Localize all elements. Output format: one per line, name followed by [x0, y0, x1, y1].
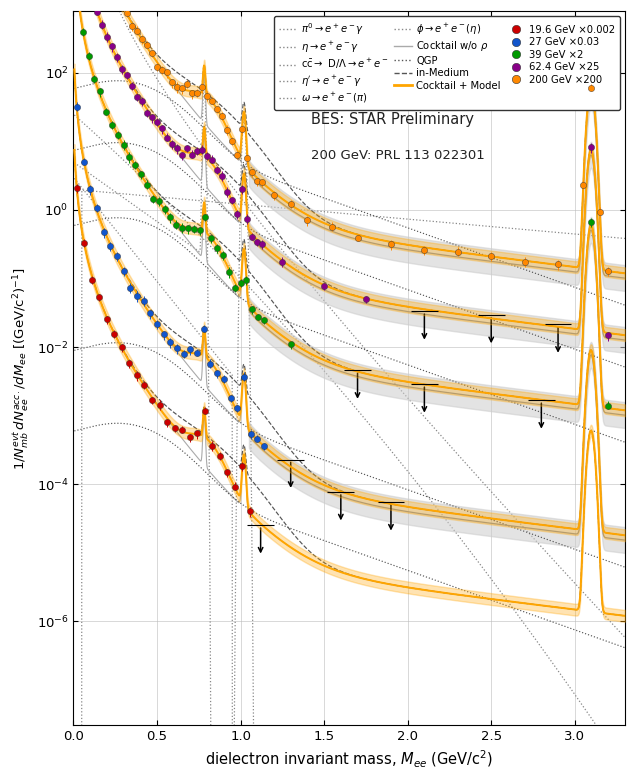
X-axis label: dielectron invariant mass, $M_{ee}$ (GeV/c$^2$): dielectron invariant mass, $M_{ee}$ (GeV… [205, 749, 494, 770]
Legend: $\pi^0 \rightarrow e^+e^-\gamma$, $\eta \rightarrow e^+e^-\gamma$, c$\bar{\rm c}: $\pi^0 \rightarrow e^+e^-\gamma$, $\eta … [274, 16, 620, 110]
Text: 200 GeV: PRL 113 022301: 200 GeV: PRL 113 022301 [311, 149, 485, 162]
Y-axis label: $1/N_{mb}^{evt}\,dN_{ee}^{acc.}/dM_{ee}$ [(GeV/c$^2$)$^{-1}$]: $1/N_{mb}^{evt}\,dN_{ee}^{acc.}/dM_{ee}$… [11, 267, 31, 469]
Text: BES: STAR Preliminary: BES: STAR Preliminary [311, 112, 474, 127]
